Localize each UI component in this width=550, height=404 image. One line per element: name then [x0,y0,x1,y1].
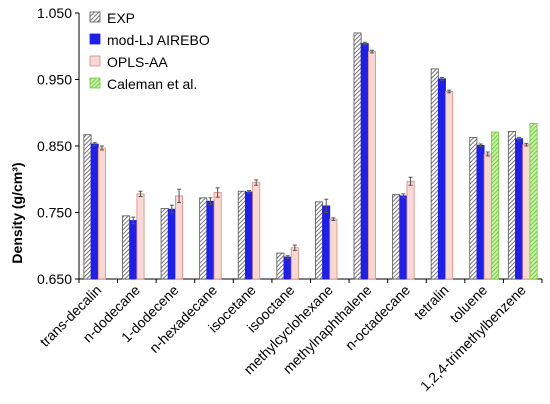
y-tick-label: 1.050 [37,5,72,21]
bar [199,197,208,280]
bar [213,192,222,280]
bar [515,138,524,280]
bar [175,195,184,280]
bar [392,194,401,280]
bar [122,215,131,280]
bar [353,32,362,280]
legend-swatch [89,11,101,23]
bar [329,218,338,280]
y-tick-label: 0.650 [37,271,72,287]
bar [245,191,254,280]
bar [507,130,516,280]
y-tick-label: 0.950 [37,72,72,88]
bar [160,208,169,280]
bar [529,122,538,280]
bar [360,43,369,280]
bar [406,180,415,280]
legend-swatch [89,55,101,67]
legend-swatch [89,77,101,89]
bar [252,182,261,280]
y-tick-labels: 0.650 0.750 0.850 0.950 1.050 [37,5,72,287]
bar [129,220,138,280]
legend-label: EXP [107,10,135,26]
bar [483,153,492,280]
bar [399,195,408,280]
y-axis-label: Density (g/cm³) [9,162,25,263]
y-tick-label: 0.850 [37,138,72,154]
bar [283,256,292,280]
y-axis-title-group: Density (g/cm³) [9,162,25,263]
bar [437,78,446,280]
x-tick-labels: trans-decalinn-dodecane1-dodecenen-hexad… [36,282,529,394]
bar [97,147,106,280]
bar [136,193,145,280]
bar [90,143,99,280]
bar [290,247,299,280]
y-tick-label: 0.750 [37,205,72,221]
x-category-label: tetralin [411,282,452,323]
bar [445,91,454,280]
bar [490,131,499,280]
error-bars [92,41,529,259]
legend-label: OPLS-AA [107,54,168,70]
bar [314,201,323,280]
bar [322,205,331,280]
bar [237,190,246,280]
bar [206,200,215,280]
bar [167,208,176,280]
bar [367,51,376,280]
bar [83,134,92,280]
axes [75,12,543,283]
legend: EXP mod-LJ AIREBO OPLS-AA Caleman et al. [89,10,210,92]
bar [276,252,285,280]
legend-label: Caleman et al. [107,76,197,92]
bar [522,144,531,280]
legend-swatch [89,33,101,45]
bar-marks [83,32,538,280]
legend-label: mod-LJ AIREBO [107,32,210,48]
bar [430,68,439,280]
bar [476,144,485,280]
bar [469,136,478,280]
